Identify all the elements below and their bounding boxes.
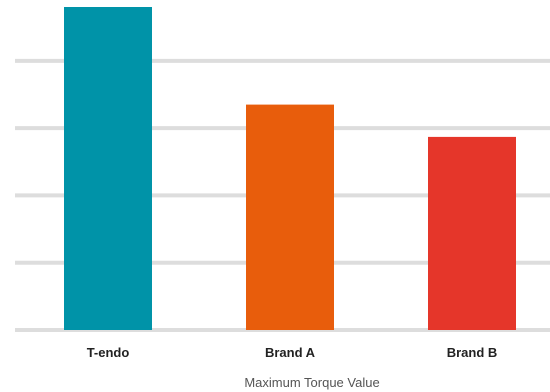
x-axis-label: Maximum Torque Value [244,375,379,390]
category-label-t-endo: T-endo [87,345,130,360]
category-label-brand-a: Brand A [265,345,316,360]
bar-brand-b [428,136,516,330]
category-label-brand-b: Brand B [447,345,498,360]
bar-t-endo [64,7,152,330]
category-labels: T-endo Brand A Brand B [87,345,498,360]
bar-brand-a [246,104,334,330]
bars [64,7,516,330]
